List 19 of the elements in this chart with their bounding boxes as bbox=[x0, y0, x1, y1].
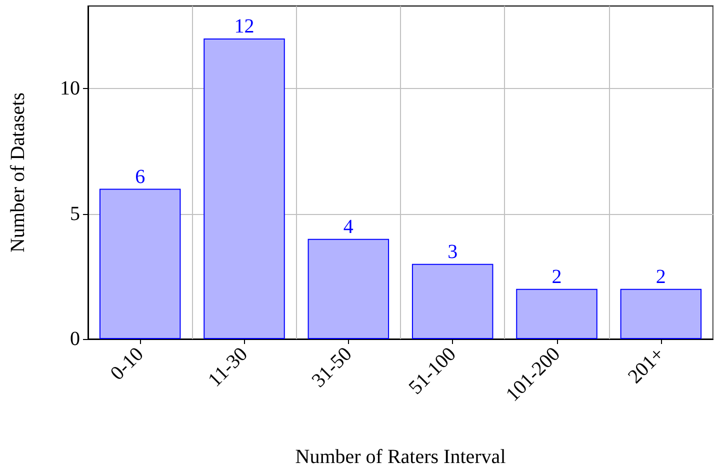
bar bbox=[516, 288, 598, 339]
data-label: 2 bbox=[656, 266, 666, 288]
data-label: 12 bbox=[234, 16, 254, 38]
y-tick-label: 0 bbox=[70, 328, 80, 350]
data-label: 3 bbox=[448, 240, 458, 263]
y-tick-label: 5 bbox=[70, 202, 80, 225]
data-label: 2 bbox=[552, 266, 562, 288]
y-axis-title: Number of Datasets bbox=[7, 92, 29, 252]
bar bbox=[204, 38, 285, 339]
x-axis-title: Number of Raters Interval bbox=[295, 446, 506, 468]
data-label: 4 bbox=[343, 216, 354, 238]
x-tick-label: 201+ bbox=[624, 343, 669, 388]
bar bbox=[620, 288, 702, 339]
bar bbox=[99, 188, 181, 339]
x-tick-label: 0-10 bbox=[106, 343, 148, 385]
y-tick-label: 10 bbox=[60, 78, 80, 100]
bar bbox=[412, 264, 494, 339]
data-label: 6 bbox=[135, 166, 146, 188]
bar bbox=[308, 238, 390, 339]
